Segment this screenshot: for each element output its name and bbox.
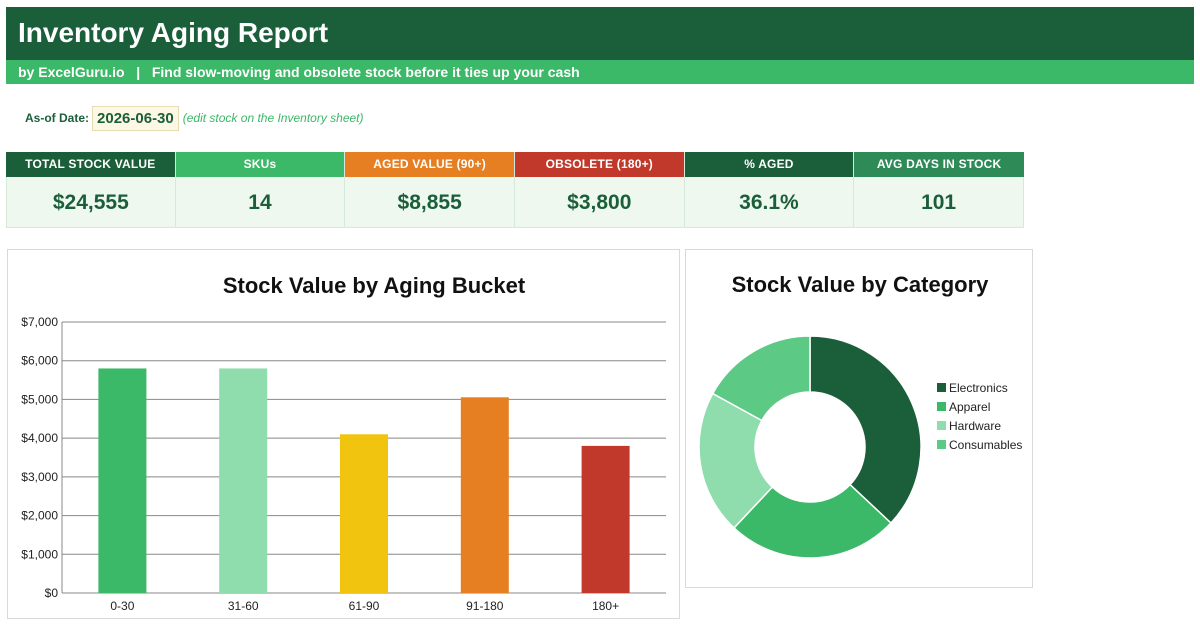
bar-0-30 <box>98 368 147 593</box>
y-tick-label: $7,000 <box>21 315 58 329</box>
kpi-aged-value: AGED VALUE (90+) $8,855 <box>345 152 515 228</box>
aging-bar-chart: Stock Value by Aging Bucket $0 $1,000 $2,00… <box>21 273 666 613</box>
legend-label: Hardware <box>949 419 1001 433</box>
slice-hardware <box>698 392 774 529</box>
legend-label: Apparel <box>949 400 990 414</box>
x-tick-label: 180+ <box>592 599 619 613</box>
kpi-header: AGED VALUE (90+) <box>345 152 514 177</box>
legend-label: Electronics <box>949 381 1008 395</box>
x-tick-label: 0-30 <box>110 599 134 613</box>
kpi-value: 14 <box>175 177 345 228</box>
chart-title: Stock Value by Aging Bucket <box>223 273 526 298</box>
kpi-header: AVG DAYS IN STOCK <box>854 152 1024 177</box>
bar-180+ <box>581 445 630 593</box>
kpi-value: 101 <box>854 177 1024 228</box>
kpi-value: 36.1% <box>684 177 854 228</box>
x-tick-label: 31-60 <box>228 599 259 613</box>
as-of-date-cell[interactable]: 2026-06-30 <box>92 105 179 131</box>
category-donut-chart-panel[interactable]: Stock Value by Category Electronics Appare… <box>685 249 1033 588</box>
kpi-percent-aged: % AGED 36.1% <box>684 152 855 228</box>
kpi-header: % AGED <box>684 152 854 177</box>
kpi-header: TOTAL STOCK VALUE <box>6 152 175 177</box>
kpi-obsolete: OBSOLETE (180+) $3,800 <box>514 152 685 228</box>
chart-title: Stock Value by Category <box>732 272 990 297</box>
slice-consumables <box>711 335 811 422</box>
legend-swatch <box>937 383 946 392</box>
y-tick-label: $6,000 <box>21 354 58 368</box>
kpi-header: SKUs <box>175 152 345 177</box>
y-tick-label: $0 <box>45 586 59 600</box>
bar-61-90 <box>340 434 388 593</box>
kpi-total-stock-value: TOTAL STOCK VALUE $24,555 <box>6 152 176 228</box>
y-tick-label: $3,000 <box>21 470 58 484</box>
kpi-value: $8,855 <box>345 177 514 228</box>
y-tick-label: $2,000 <box>21 509 58 523</box>
kpi-avg-days: AVG DAYS IN STOCK 101 <box>854 152 1024 228</box>
as-of-note: (edit stock on the Inventory sheet) <box>182 111 364 125</box>
x-tick-label: 61-90 <box>349 599 380 613</box>
bar-31-60 <box>219 368 268 593</box>
legend-label: Consumables <box>949 438 1022 452</box>
subtitle-bar: by ExcelGuru.io | Find slow-moving and o… <box>6 60 1194 84</box>
slice-apparel <box>732 483 892 559</box>
kpi-value: $24,555 <box>6 177 175 228</box>
aging-bar-chart-panel[interactable]: Stock Value by Aging Bucket $0 $1,000 $2,00… <box>7 249 680 619</box>
bar-91-180 <box>460 397 509 593</box>
kpi-strip: TOTAL STOCK VALUE $24,555 SKUs 14 AGED V… <box>6 152 1024 228</box>
title-bar: Inventory Aging Report <box>6 7 1194 60</box>
page-subtitle: by ExcelGuru.io | Find slow-moving and o… <box>18 64 580 80</box>
as-of-label: As-of Date: <box>25 111 90 125</box>
kpi-header: OBSOLETE (180+) <box>514 152 684 177</box>
legend-swatch <box>937 421 946 430</box>
y-tick-label: $1,000 <box>21 547 58 561</box>
kpi-skus: SKUs 14 <box>175 152 346 228</box>
y-tick-label: $4,000 <box>21 431 58 445</box>
y-tick-label: $5,000 <box>21 392 58 406</box>
x-tick-label: 91-180 <box>466 599 504 613</box>
legend-swatch <box>937 440 946 449</box>
page-title: Inventory Aging Report <box>18 17 329 48</box>
category-donut-chart: Stock Value by Category Electronics Appare… <box>698 272 1022 559</box>
as-of-row: As-of Date: 2026-06-30 (edit stock on th… <box>25 104 364 132</box>
kpi-value: $3,800 <box>514 177 684 228</box>
legend-swatch <box>937 402 946 411</box>
slice-electronics <box>809 335 922 525</box>
